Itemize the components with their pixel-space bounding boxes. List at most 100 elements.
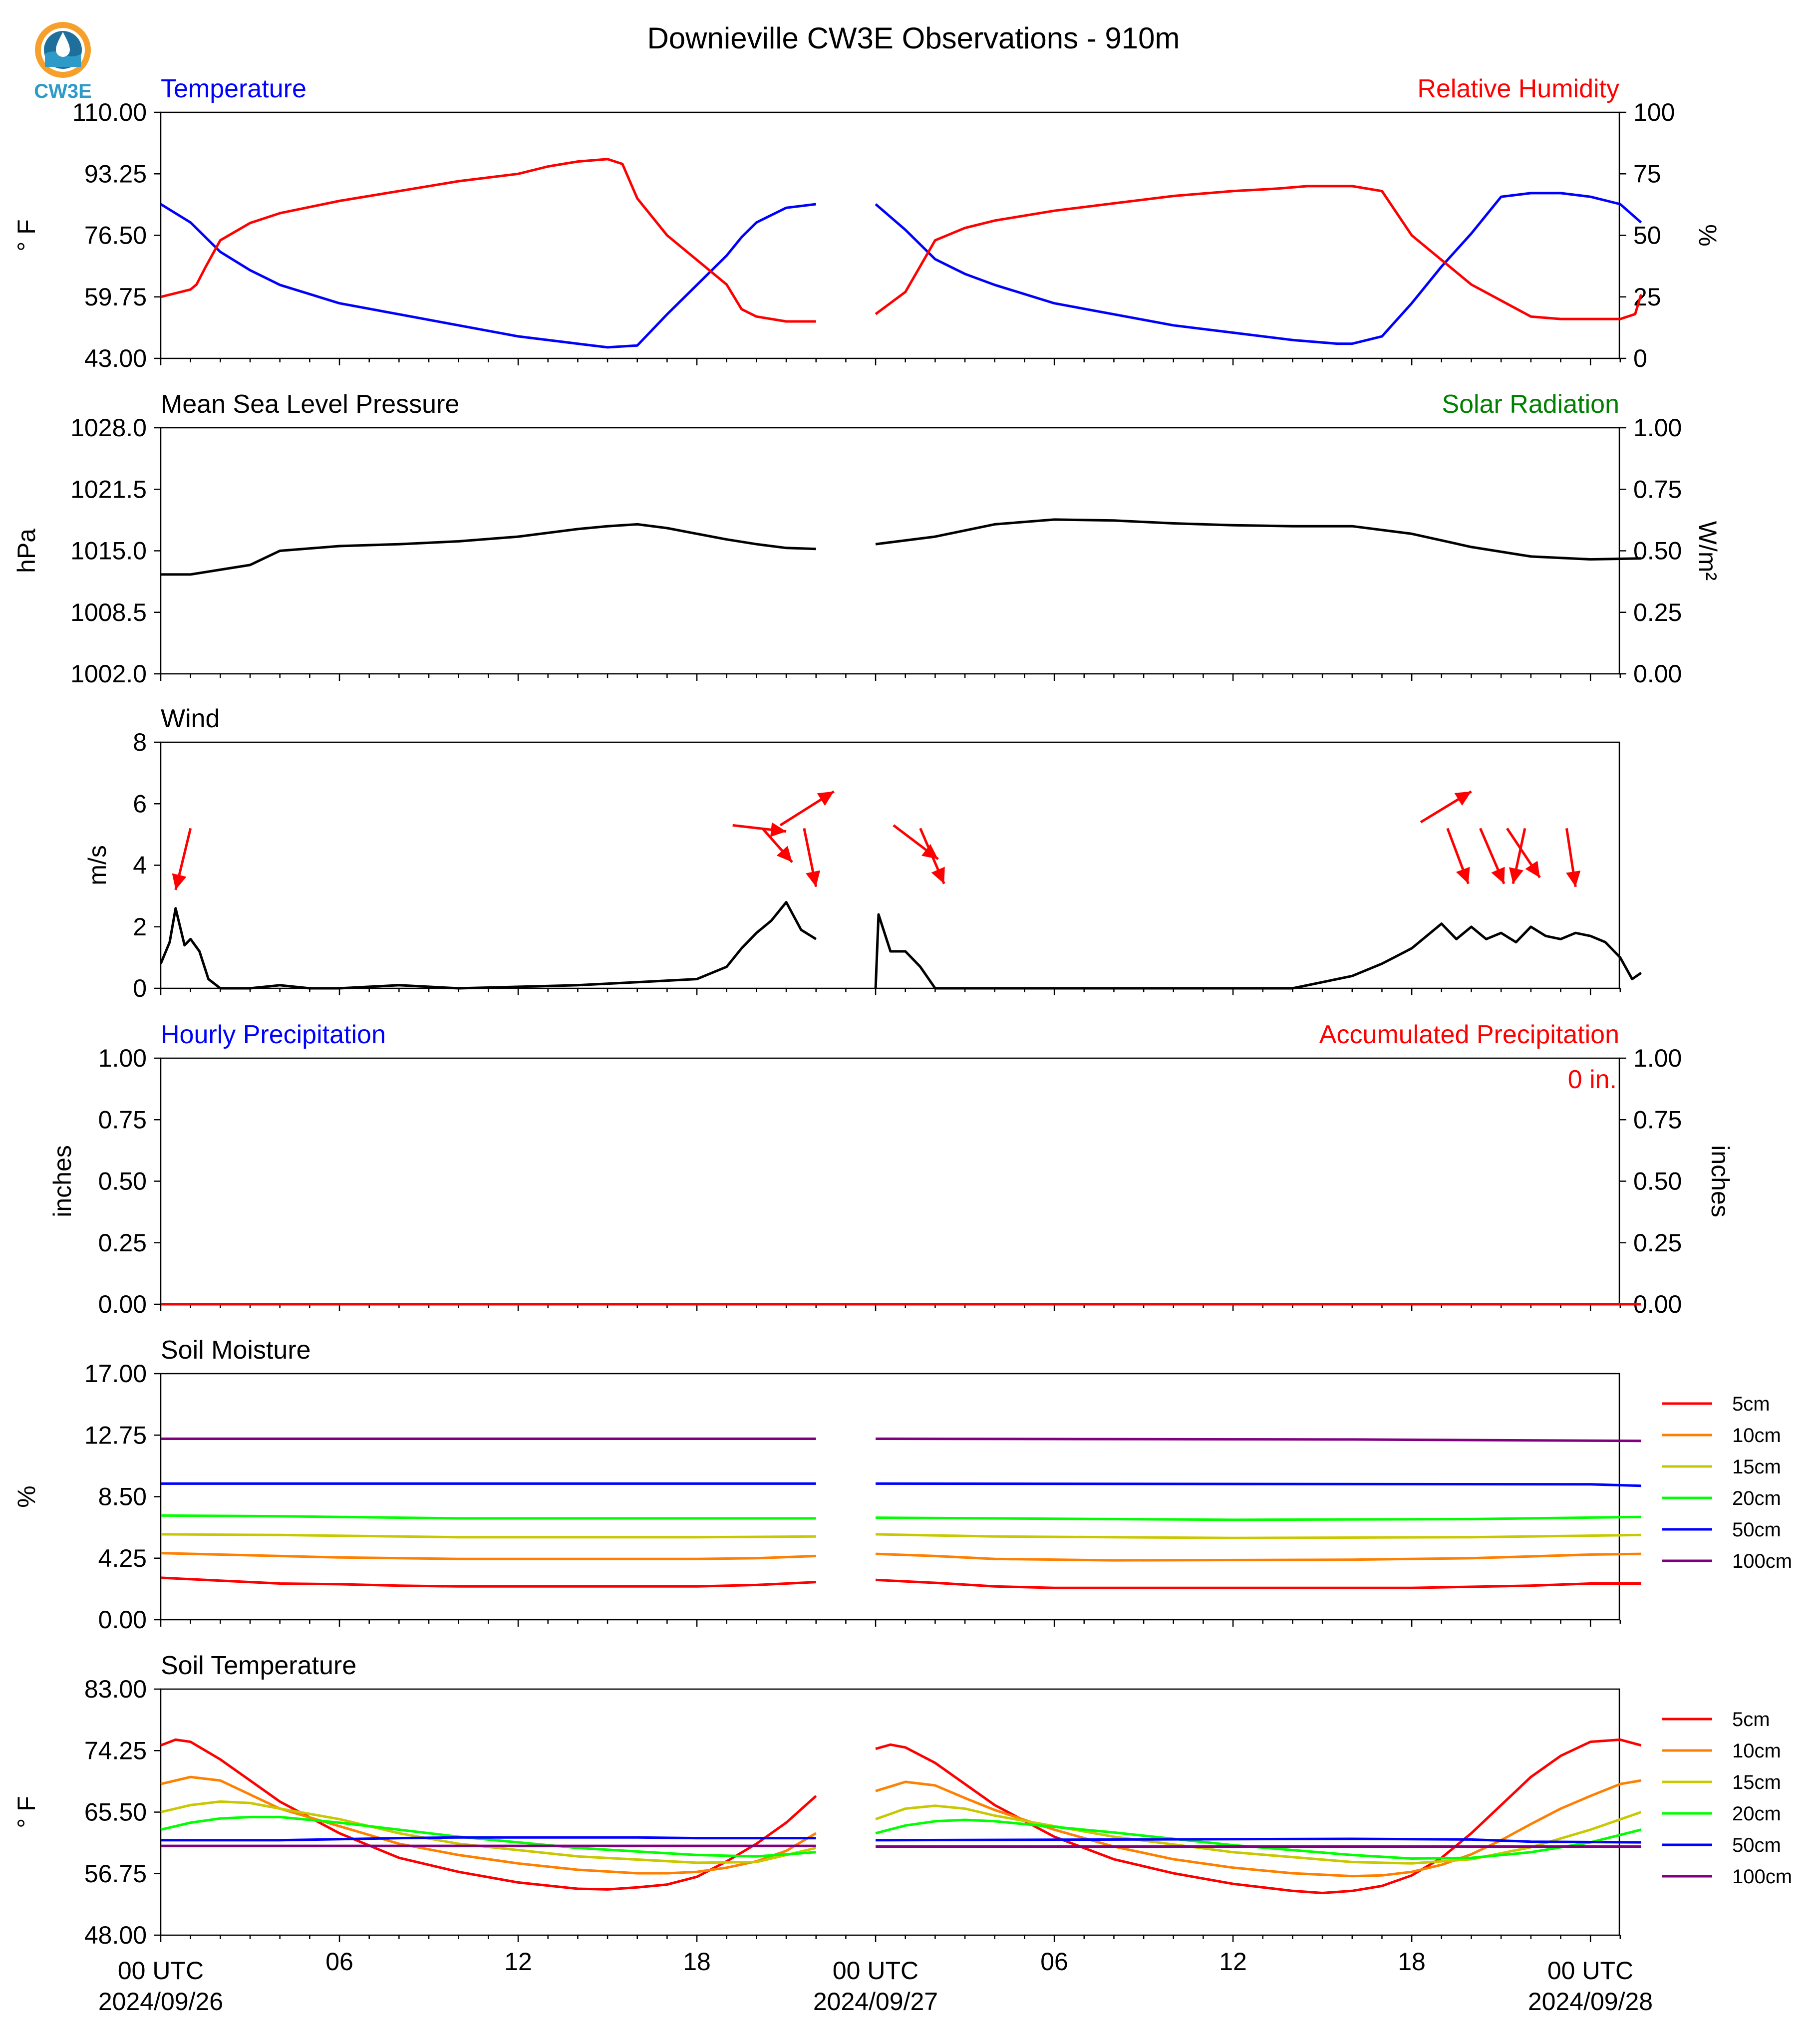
y-axis-label: inches bbox=[48, 1145, 76, 1217]
series-line-temperature bbox=[160, 203, 817, 349]
y-tick-label: 83.00 bbox=[84, 1675, 147, 1703]
y-tick-label: 0.75 bbox=[98, 1106, 147, 1134]
series-line-relative-humidity bbox=[875, 185, 1642, 320]
series-line-50cm bbox=[161, 1836, 816, 1842]
y-tick-label-right: 0.00 bbox=[1633, 660, 1682, 688]
x-tick-label: 06 bbox=[325, 1948, 353, 1976]
series-line-15cm bbox=[875, 1804, 1642, 1865]
logo-drop-icon bbox=[56, 32, 70, 57]
x-tick-label: 00 UTC bbox=[833, 1957, 918, 1985]
panel-soil-moisture: 17.00 12.75 8.50 4.25 0.00 Soil Moisture% 5cm 1… bbox=[12, 1336, 1792, 1634]
legend-label: 20cm bbox=[1732, 1487, 1781, 1509]
y-tick-label-right: 0.25 bbox=[1633, 1229, 1682, 1257]
wind-barb-head bbox=[172, 873, 187, 890]
legend-label: 50cm bbox=[1732, 1834, 1781, 1856]
wind-barb-head bbox=[931, 867, 945, 884]
y-tick-label: 48.00 bbox=[84, 1921, 147, 1949]
wind-barb-head bbox=[1456, 867, 1470, 884]
x-tick-label: 18 bbox=[683, 1948, 711, 1976]
series-line-wind-speed bbox=[874, 913, 1642, 990]
y-tick-label: 17.00 bbox=[84, 1360, 147, 1388]
plot-frame bbox=[160, 1057, 1620, 1305]
wind-barb-head bbox=[1509, 867, 1523, 884]
y-tick-label: 2 bbox=[133, 913, 147, 941]
series-line-mean-sea-level-pressure bbox=[161, 523, 816, 576]
y-tick-label-right: 0.50 bbox=[1633, 537, 1682, 565]
y-tick-label: 0.00 bbox=[98, 1606, 147, 1634]
panel-soil-temperature: 83.00 74.25 65.50 56.75 48.00 Soil Temperatur… bbox=[12, 1651, 1792, 1949]
plot-frame bbox=[160, 1373, 1620, 1621]
y-tick-label: 6 bbox=[133, 790, 147, 818]
legend-label: 10cm bbox=[1732, 1740, 1781, 1762]
wind-barb-head bbox=[1525, 861, 1540, 878]
panel-title-left: Wind bbox=[161, 704, 220, 733]
x-date-label: 2024/09/27 bbox=[813, 1988, 938, 2016]
y-tick-label: 1002.0 bbox=[70, 660, 147, 688]
series-line-5cm bbox=[875, 1738, 1642, 1894]
series-line-5cm bbox=[160, 1576, 816, 1588]
y-tick-label-right: 1.00 bbox=[1633, 414, 1682, 442]
y-tick-label: 110.00 bbox=[72, 98, 147, 126]
y-tick-label: 8 bbox=[133, 728, 147, 756]
y-tick-label-right: 1.00 bbox=[1633, 1044, 1682, 1072]
series-line-5cm bbox=[160, 1738, 817, 1891]
panel-wind: 8 6 4 2 0 Wind m/s bbox=[83, 704, 1642, 1002]
y-axis-label-right: inches bbox=[1706, 1145, 1734, 1217]
series-line-20cm bbox=[876, 1515, 1641, 1521]
x-tick-label: 06 bbox=[1040, 1948, 1068, 1976]
wind-barb-head bbox=[817, 791, 834, 806]
y-tick-label: 0.00 bbox=[98, 1290, 147, 1318]
y-tick-label: 59.75 bbox=[84, 283, 147, 311]
x-tick-label: 12 bbox=[1219, 1948, 1247, 1976]
series-line-mean-sea-level-pressure bbox=[875, 518, 1641, 561]
y-tick-label: 0.50 bbox=[98, 1167, 147, 1195]
wind-barb-head bbox=[1566, 870, 1581, 887]
y-tick-label: 74.25 bbox=[84, 1737, 147, 1764]
panel-pressure-solar: 1028.0 1021.5 1015.0 1008.5 1002.0 1.00 0.75 0.… bbox=[12, 390, 1722, 688]
y-tick-label-right: 100 bbox=[1633, 98, 1675, 126]
panel-title-left: Soil Moisture bbox=[161, 1336, 311, 1365]
wind-barb-head bbox=[1491, 867, 1505, 884]
y-tick-label-right: 50 bbox=[1633, 222, 1661, 250]
wind-barb-head bbox=[1454, 791, 1472, 806]
plot-frame bbox=[160, 111, 1620, 359]
figure-title: Downieville CW3E Observations - 910m bbox=[647, 21, 1180, 55]
panel-title-right: Relative Humidity bbox=[1417, 74, 1619, 103]
y-axis-label: m/s bbox=[83, 845, 111, 885]
legend-label: 5cm bbox=[1732, 1709, 1770, 1731]
panel-title-right: Solar Radiation bbox=[1442, 390, 1619, 419]
x-date-label: 2024/09/26 bbox=[98, 1988, 223, 2016]
x-axis-labels: 00 UTC 06 12 18 00 UTC 06 12 18 00 UTC 2… bbox=[98, 1948, 1653, 2016]
y-tick-label: 1008.5 bbox=[70, 598, 147, 626]
series-line-temperature bbox=[875, 192, 1642, 345]
y-tick-label: 1028.0 bbox=[70, 414, 147, 442]
series-line-10cm bbox=[160, 1775, 817, 1875]
panel-title-left: Soil Temperature bbox=[161, 1651, 356, 1680]
y-tick-label: 1015.0 bbox=[70, 537, 147, 565]
y-axis-label-right: W/m² bbox=[1694, 521, 1722, 580]
legend-label: 5cm bbox=[1732, 1393, 1770, 1415]
panel-precipitation: 1.00 0.75 0.50 0.25 0.00 1.00 0.75 0.50 0.25 0.00… bbox=[48, 1020, 1734, 1318]
series-line-10cm bbox=[160, 1552, 816, 1560]
legend-label: 50cm bbox=[1732, 1519, 1781, 1541]
y-tick-label: 1.00 bbox=[98, 1044, 147, 1072]
y-tick-label: 0 bbox=[133, 974, 147, 1002]
y-tick-label: 56.75 bbox=[84, 1860, 147, 1888]
y-tick-label: 1021.5 bbox=[70, 475, 147, 503]
series-line-5cm bbox=[875, 1578, 1641, 1589]
series-line-100cm bbox=[876, 1438, 1641, 1443]
series-line-20cm bbox=[160, 1514, 816, 1520]
plot-frame bbox=[160, 427, 1620, 675]
series-line-15cm bbox=[160, 1800, 817, 1864]
y-axis-label: ° F bbox=[12, 219, 40, 251]
y-tick-label: 43.00 bbox=[84, 344, 147, 372]
cw3e-logo: CW3E bbox=[34, 22, 92, 102]
series-line-20cm bbox=[875, 1818, 1642, 1860]
y-axis-label-right: % bbox=[1694, 224, 1722, 246]
y-tick-label-right: 0.75 bbox=[1633, 1106, 1682, 1134]
x-tick-label: 12 bbox=[504, 1948, 532, 1976]
y-axis-label: hPa bbox=[12, 529, 40, 573]
y-tick-label: 4.25 bbox=[98, 1544, 147, 1572]
y-tick-label: 76.50 bbox=[84, 222, 147, 250]
precip-total-label: 0 in. bbox=[1568, 1065, 1617, 1094]
